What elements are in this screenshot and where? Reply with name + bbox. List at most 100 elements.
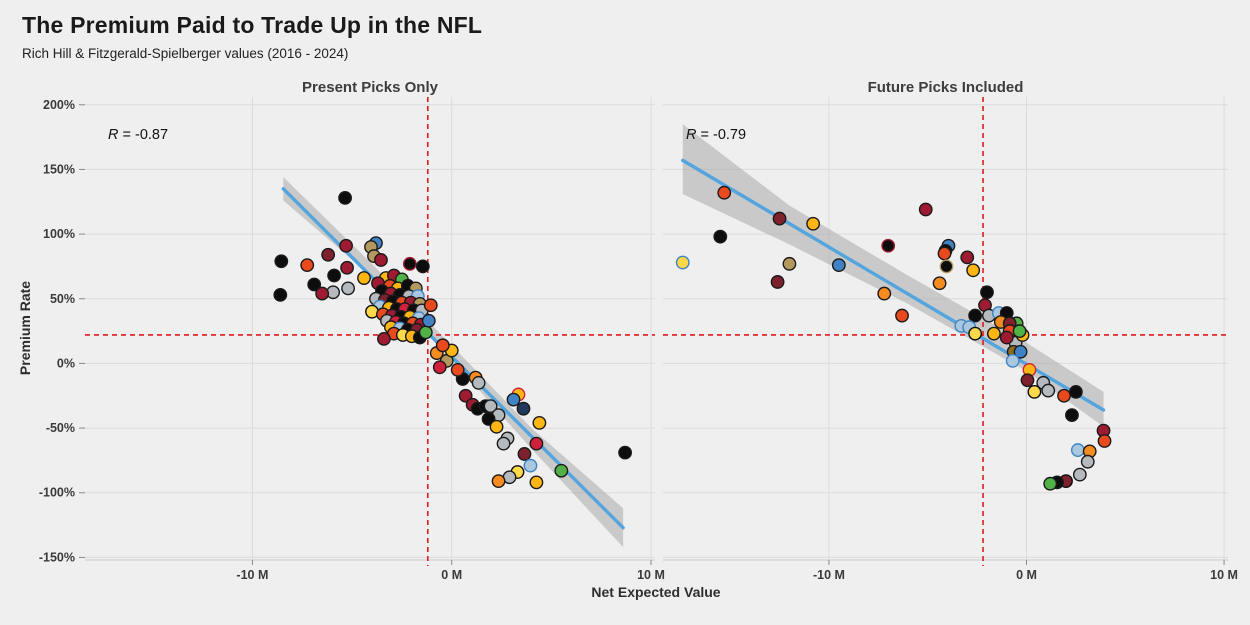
scatter-point <box>675 255 690 270</box>
scatter-point <box>1057 388 1071 403</box>
x-axis-title: Net Expected Value <box>591 584 721 600</box>
scatter-point <box>1020 373 1035 388</box>
x-tick-label: -10 M <box>813 568 845 582</box>
scatter-point <box>881 238 896 253</box>
scatter-point <box>489 419 504 434</box>
scatter-point <box>458 388 473 403</box>
x-tick-label: 0 M <box>1016 568 1037 582</box>
scatter-point <box>338 190 352 205</box>
scatter-point <box>918 202 933 217</box>
scatter-point <box>960 250 975 265</box>
scatter-point <box>1013 344 1028 359</box>
scatter-point <box>423 298 438 313</box>
scatter-point <box>554 463 569 478</box>
panel-title-future-picks: Future Picks Included <box>867 79 1024 96</box>
scatter-point <box>937 246 952 261</box>
scatter-point <box>274 254 289 269</box>
scatter-point <box>506 392 521 407</box>
scatter-point <box>529 436 544 451</box>
scatter-point <box>968 326 983 341</box>
correlation-label: R = -0.87 <box>108 127 168 143</box>
scatter-point <box>806 216 821 231</box>
scatter-point <box>496 436 511 451</box>
scatter-point <box>532 416 547 430</box>
scatter-point <box>415 259 430 274</box>
scatter-point <box>340 260 354 275</box>
scatter-point <box>491 474 506 489</box>
panel-title-present-picks: Present Picks Only <box>302 79 438 96</box>
scatter-point <box>939 259 954 274</box>
scatter-point <box>895 308 909 323</box>
x-tick-label: 10 M <box>1210 568 1238 582</box>
scatter-point <box>770 275 785 289</box>
scatter-point <box>300 258 315 273</box>
scatter-point <box>341 281 355 296</box>
scatter-point <box>618 445 633 460</box>
scatter-point <box>999 330 1014 345</box>
chart-subtitle: Rich Hill & Fitzgerald-Spielberger value… <box>22 46 349 61</box>
y-tick-label: 50% <box>50 292 75 306</box>
scatter-point <box>450 362 465 377</box>
scatter-point <box>307 277 322 292</box>
scatter-point <box>980 285 994 300</box>
scatter-point <box>987 326 1001 341</box>
scatter-point <box>377 331 391 346</box>
scatter-point <box>782 256 797 271</box>
scatter-point <box>1012 324 1027 338</box>
y-tick-label: 150% <box>43 162 75 176</box>
scatter-point <box>1027 384 1042 399</box>
y-tick-label: 100% <box>43 227 75 241</box>
scatter-point <box>321 247 336 262</box>
chart-header: The Premium Paid to Trade Up in the NFL … <box>22 12 482 61</box>
scatter-point <box>968 308 983 323</box>
scatter-point <box>516 401 531 416</box>
scatter-point <box>1041 383 1056 398</box>
x-tick-label: 0 M <box>441 568 462 582</box>
scatter-point <box>483 399 498 413</box>
scatter-point <box>1065 408 1079 423</box>
y-tick-label: 0% <box>57 356 75 370</box>
scatter-point <box>374 253 388 267</box>
scatter-point <box>1097 434 1112 448</box>
y-tick-label: -50% <box>46 421 75 435</box>
chart-title: The Premium Paid to Trade Up in the NFL <box>22 12 483 38</box>
panel-0: -10 M 0 M 10 M 200% 150% 100% 50% 0% -50% -100% -1… <box>39 97 665 582</box>
scatter-point <box>339 238 353 253</box>
scatter-point <box>932 276 947 291</box>
scatter-point <box>471 375 486 390</box>
scatter-point <box>357 271 371 285</box>
scatter-point <box>523 458 538 473</box>
scatter-point <box>717 185 732 200</box>
x-tick-label: 10 M <box>637 568 665 582</box>
scatter-point <box>831 258 846 273</box>
scatter-point <box>772 211 787 226</box>
scatter-point <box>1072 467 1087 482</box>
y-tick-label: -100% <box>39 486 75 500</box>
x-tick-label: -10 M <box>236 568 268 582</box>
y-axis-title: Premium Rate <box>17 280 33 376</box>
trend-line <box>681 158 1106 412</box>
scatter-point <box>327 268 342 283</box>
y-tick-label: 200% <box>43 98 75 112</box>
scatter-point <box>966 263 981 278</box>
scatter-point <box>418 325 433 340</box>
scatter-point <box>1080 454 1095 469</box>
scatter-point <box>273 287 288 302</box>
y-tick-label: -150% <box>39 550 75 564</box>
scatter-point <box>1068 384 1083 399</box>
correlation-label: R = -0.79 <box>686 127 746 143</box>
scatter-point <box>1005 353 1020 368</box>
trend-line <box>281 187 625 530</box>
scatter-point <box>421 313 436 328</box>
scatter-point <box>402 256 417 271</box>
confidence-band <box>283 177 624 548</box>
scatter-point <box>877 286 892 301</box>
scatter-point <box>432 360 447 375</box>
scatter-point <box>529 475 544 490</box>
scatter-point <box>1043 476 1058 491</box>
scatter-point <box>1070 443 1085 457</box>
scatter-point <box>713 229 728 244</box>
panel-1: -10 M 0 M 10 M R = -0.79 <box>663 97 1238 582</box>
